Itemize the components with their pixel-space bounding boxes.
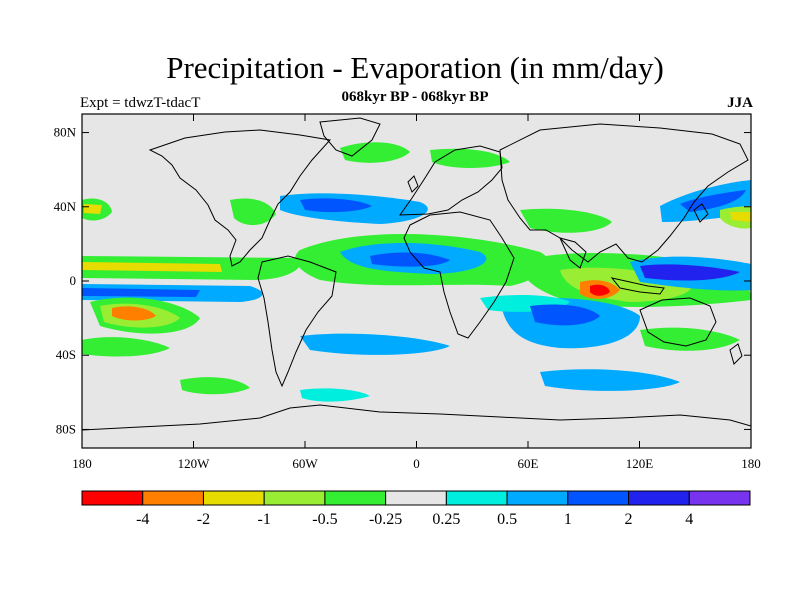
field-patch — [300, 388, 370, 402]
coastline-south-america — [257, 255, 337, 388]
colorbar-label: 1 — [564, 511, 572, 528]
coastline-north-america — [148, 129, 331, 267]
field-patch — [340, 142, 410, 163]
colorbar-label: 2 — [625, 511, 633, 528]
y-tick-label: 0 — [70, 273, 77, 288]
x-tick-label: 180 — [72, 456, 92, 471]
coastline-australia — [639, 297, 717, 347]
x-tick-label: 0 — [413, 456, 420, 471]
coastline-new-zealand — [729, 343, 743, 365]
pe-field — [82, 142, 751, 402]
colorbar-label: -0.5 — [312, 511, 337, 528]
colorbar-label: 0.5 — [497, 511, 517, 528]
colorbar-swatch — [385, 490, 447, 506]
x-tick-label: 120E — [626, 456, 654, 471]
field-patch — [640, 264, 740, 281]
y-axis: 80N 40N 0 40S 80S — [54, 125, 751, 436]
experiment-label: Expt = tdwzT-tdacT — [80, 95, 201, 111]
coastline-antarctica — [82, 404, 751, 431]
map-title: Precipitation - Evaporation (in mm/day) — [166, 50, 664, 85]
field-patch — [84, 204, 102, 214]
x-tick-label: 60E — [518, 456, 539, 471]
colorbar-swatch — [324, 490, 387, 506]
colorbar-label: -1 — [258, 511, 271, 528]
colorbar-label: 4 — [685, 511, 693, 528]
field-patch — [82, 337, 170, 357]
field-patch — [680, 190, 746, 212]
x-tick-label: 180 — [741, 456, 761, 471]
colorbar-label: -2 — [197, 511, 210, 528]
field-patch — [640, 327, 740, 351]
colorbar-label: -4 — [136, 511, 149, 528]
colorbar-swatch — [567, 490, 630, 506]
y-tick-label: 80N — [54, 125, 77, 140]
field-patch — [370, 252, 450, 267]
coastline-india — [559, 237, 587, 269]
x-axis: 180 120W 60W 0 60E 120E 180 — [72, 114, 761, 471]
field-patch — [590, 284, 610, 296]
coastline-asia — [499, 123, 749, 263]
field-patch — [540, 369, 680, 391]
colorbar-label: 0.25 — [432, 511, 460, 528]
field-patch — [530, 304, 600, 326]
field-patch — [82, 262, 222, 272]
field-patch — [82, 288, 200, 297]
colorbar-swatch — [142, 490, 204, 506]
coastline-greenland — [319, 117, 381, 157]
field-patch — [300, 333, 450, 355]
coastlines — [82, 117, 751, 431]
colorbar: -4 -2 -1 -0.5 -0.25 0.25 0.5 1 2 4 — [81, 490, 751, 528]
y-tick-label: 80S — [56, 421, 76, 436]
colorbar-swatch — [81, 490, 144, 506]
field-patch — [180, 377, 250, 395]
colorbar-label: -0.25 — [369, 511, 402, 528]
field-patch — [230, 198, 276, 226]
season-label: JJA — [727, 95, 753, 111]
map-subtitle: 068kyr BP - 068kyr BP — [341, 89, 489, 105]
field-patch — [112, 306, 156, 321]
coastline-japan — [693, 203, 709, 223]
x-tick-label: 120W — [178, 456, 211, 471]
field-patch — [730, 212, 751, 222]
coastline-uk — [407, 175, 419, 193]
field-patch — [300, 198, 372, 213]
colorbar-swatch — [202, 490, 265, 506]
colorbar-swatch — [445, 490, 508, 506]
colorbar-swatch — [688, 490, 751, 506]
field-patch — [520, 208, 612, 233]
x-tick-label: 60W — [292, 456, 318, 471]
coastline-indonesia — [610, 277, 665, 295]
coastline-africa — [403, 211, 515, 339]
colorbar-swatch — [628, 490, 690, 506]
y-tick-label: 40N — [54, 199, 77, 214]
y-tick-label: 40S — [56, 347, 76, 362]
colorbar-swatch — [263, 490, 326, 506]
colorbar-swatch — [506, 490, 569, 506]
